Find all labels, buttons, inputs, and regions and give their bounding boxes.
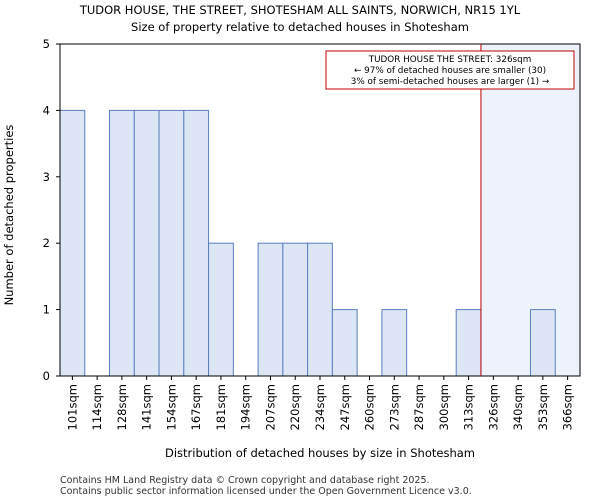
chart-subtitle: Size of property relative to detached ho… (131, 20, 469, 34)
x-tick-label-313sqm: 313sqm (462, 384, 476, 430)
bar-167sqm (183, 109, 210, 377)
bar-313sqm (455, 309, 482, 377)
annotation-frame (325, 50, 575, 90)
x-tick-label-326sqm: 326sqm (486, 384, 500, 430)
y-tick-label-3: 3 (43, 170, 50, 184)
x-tick-label-234sqm: 234sqm (313, 384, 327, 430)
y-tick-label-0: 0 (43, 369, 50, 383)
x-tick-label-194sqm: 194sqm (239, 384, 253, 430)
x-tick-label-247sqm: 247sqm (338, 384, 352, 430)
x-tick-label-287sqm: 287sqm (412, 384, 426, 430)
bar-234sqm (307, 242, 333, 377)
bar-154sqm (158, 109, 185, 377)
bar-247sqm (331, 309, 358, 377)
x-tick-label-353sqm: 353sqm (536, 384, 550, 430)
footer-line-2: Contains public sector information licen… (60, 486, 472, 497)
bar-273sqm (381, 309, 408, 377)
x-tick-label-366sqm: 366sqm (561, 384, 575, 430)
bar-128sqm (109, 109, 135, 377)
annotation-box: TUDOR HOUSE THE STREET: 326sqm ← 97% of … (325, 50, 575, 90)
x-axis-label: Distribution of detached houses by size … (165, 446, 475, 460)
y-axis: 0 1 2 3 4 5 (43, 37, 60, 383)
annotation-line-1: TUDOR HOUSE THE STREET: 326sqm (368, 55, 532, 65)
bar-181sqm (208, 242, 234, 377)
y-tick-label-1: 1 (43, 303, 50, 317)
bar-220sqm (282, 242, 309, 377)
x-tick-label-101sqm: 101sqm (65, 384, 79, 430)
x-tick-label-300sqm: 300sqm (437, 384, 451, 430)
annotation-line-2: ← 97% of detached houses are smaller (30… (354, 66, 546, 76)
x-tick-label-141sqm: 141sqm (140, 384, 154, 430)
x-tick-label-181sqm: 181sqm (214, 384, 228, 430)
x-tick-label-128sqm: 128sqm (115, 384, 129, 430)
x-tick-label-154sqm: 154sqm (164, 384, 178, 430)
y-tick-label-5: 5 (43, 37, 50, 51)
x-tick-label-220sqm: 220sqm (288, 384, 302, 430)
x-axis: 101sqm 114sqm 128sqm 141sqm 154sqm 167sqm 181s… (65, 376, 575, 430)
footer-line-1: Contains HM Land Registry data © Crown c… (60, 475, 430, 486)
y-tick-label-4: 4 (43, 103, 50, 117)
chart-title: TUDOR HOUSE, THE STREET, SHOTESHAM ALL S… (79, 3, 521, 17)
bar-101sqm (59, 109, 86, 377)
bar-141sqm (133, 109, 160, 377)
bar-207sqm (257, 242, 284, 377)
annotation-line-3: 3% of semi-detached houses are larger (1… (351, 77, 550, 87)
x-tick-label-260sqm: 260sqm (363, 384, 377, 430)
y-tick-label-2: 2 (43, 236, 50, 250)
x-tick-label-114sqm: 114sqm (90, 384, 104, 430)
bars-layer (59, 109, 556, 377)
bar-353sqm (529, 309, 556, 377)
x-tick-label-207sqm: 207sqm (263, 384, 277, 430)
y-axis-label: Number of detached properties (2, 125, 16, 306)
x-tick-label-273sqm: 273sqm (387, 384, 401, 430)
x-tick-label-340sqm: 340sqm (511, 384, 525, 430)
x-tick-label-167sqm: 167sqm (189, 384, 203, 430)
